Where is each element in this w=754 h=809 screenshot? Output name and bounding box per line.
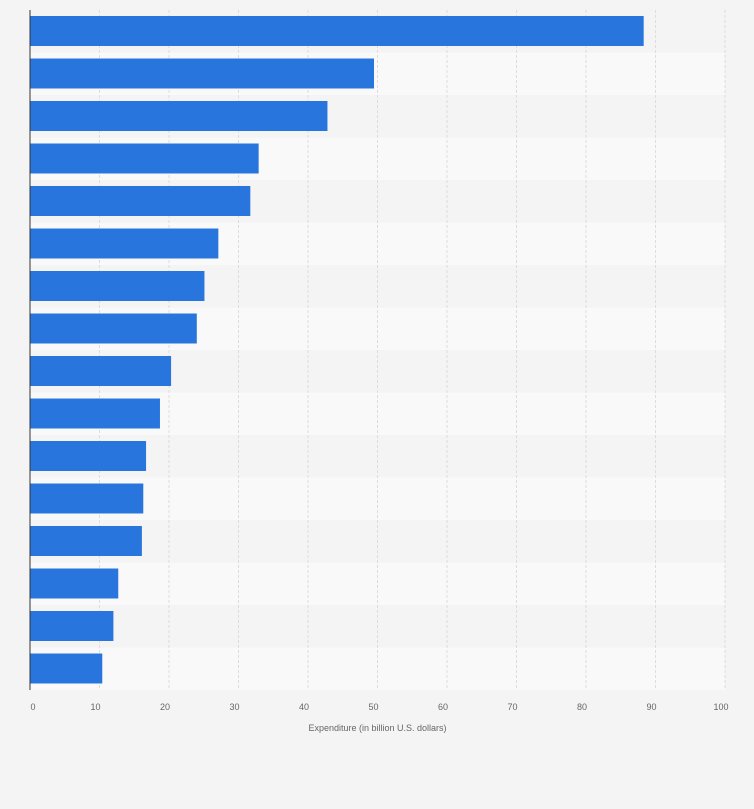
x-tick-label: 30 <box>229 702 239 712</box>
bar[interactable] <box>30 58 375 89</box>
bar[interactable] <box>30 143 259 174</box>
row-band <box>30 562 725 605</box>
bar[interactable] <box>30 228 219 259</box>
bar[interactable] <box>30 271 205 301</box>
x-axis-ticks: 0 10 20 30 40 50 60 70 80 90 100 <box>30 702 728 712</box>
bar[interactable] <box>30 313 197 344</box>
bar[interactable] <box>30 16 644 46</box>
gridlines <box>99 10 726 690</box>
x-tick-label: 50 <box>368 702 378 712</box>
x-tick-label: 20 <box>160 702 170 712</box>
bar[interactable] <box>30 101 328 131</box>
bar[interactable] <box>30 568 119 599</box>
bar[interactable] <box>30 356 172 386</box>
x-tick-label: 100 <box>713 702 728 712</box>
x-tick-label: 10 <box>90 702 100 712</box>
bars <box>30 16 644 684</box>
bar[interactable] <box>30 483 144 514</box>
x-tick-label: 80 <box>577 702 587 712</box>
x-axis-title: Expenditure (in billion U.S. dollars) <box>308 723 446 733</box>
bar[interactable] <box>30 611 114 641</box>
bar[interactable] <box>30 398 160 429</box>
bar[interactable] <box>30 526 142 556</box>
x-tick-label: 70 <box>507 702 517 712</box>
bar[interactable] <box>30 441 147 471</box>
x-tick-label: 0 <box>30 702 35 712</box>
bar[interactable] <box>30 653 103 684</box>
bar[interactable] <box>30 186 251 216</box>
x-tick-label: 90 <box>646 702 656 712</box>
row-band <box>30 647 725 690</box>
x-tick-label: 60 <box>438 702 448 712</box>
x-tick-label: 40 <box>299 702 309 712</box>
